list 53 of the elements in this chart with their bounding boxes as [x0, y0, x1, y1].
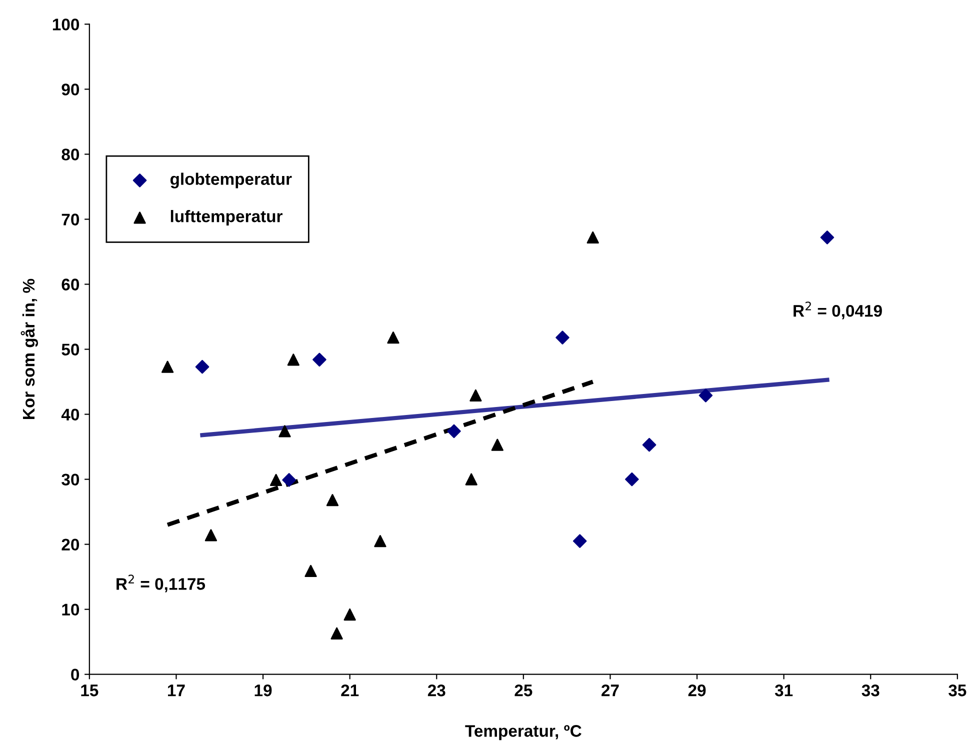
point	[282, 473, 296, 487]
x-tick-label: 29	[688, 684, 706, 696]
point	[204, 529, 218, 542]
point	[572, 534, 587, 548]
y-tick-label: 20	[62, 538, 80, 551]
x-tick-label: 25	[514, 684, 532, 696]
point	[465, 473, 478, 486]
y-tick-label: 10	[62, 604, 80, 616]
point	[447, 424, 461, 438]
x-tick-label: 33	[862, 684, 880, 696]
point	[326, 494, 339, 506]
x-tick-label: 27	[602, 684, 619, 696]
y-tick-label: 30	[62, 474, 80, 486]
y-tick-label: 40	[61, 408, 80, 420]
y-tick-label: 60	[62, 278, 80, 290]
point	[304, 564, 317, 578]
y-tick-label: 100	[52, 18, 80, 30]
point	[820, 230, 834, 244]
x-tick-label: 23	[428, 684, 446, 696]
point	[625, 472, 639, 486]
x-axis-title: Temperatur, ºC	[465, 725, 582, 740]
y-tick-label: 50	[62, 344, 80, 356]
annotation: R$^{2}$ = 0,0419	[794, 302, 882, 320]
point	[374, 534, 386, 548]
point	[195, 360, 210, 374]
legend-label: globtemperatur	[170, 172, 292, 188]
y-tick-label: 80	[62, 148, 80, 160]
point	[698, 388, 713, 402]
point	[470, 389, 482, 402]
x-tick-label: 35	[948, 684, 966, 696]
point	[387, 331, 400, 344]
point	[287, 354, 300, 366]
x-tick-label: 15	[81, 684, 98, 696]
point	[556, 330, 570, 344]
legend-label: lufttemperatur	[170, 210, 282, 226]
y-axis-title: Kor som går in, %	[20, 278, 38, 419]
point	[161, 360, 174, 373]
point	[312, 352, 326, 367]
x-tick-label: 21	[341, 684, 359, 696]
point	[330, 627, 343, 640]
x-tick-label: 19	[254, 684, 272, 696]
point	[270, 474, 282, 486]
point	[278, 425, 291, 438]
point	[344, 608, 356, 621]
x-tick-label: 31	[774, 684, 793, 696]
point	[586, 231, 599, 244]
point	[642, 438, 656, 452]
y-tick-label: 90	[62, 84, 80, 96]
x-tick-label: 17	[168, 684, 185, 696]
point	[491, 438, 504, 451]
y-tick-label: 0	[71, 668, 80, 681]
y-tick-label: 70	[62, 214, 80, 226]
annotation: R$^{2}$ = 0,1175	[116, 574, 206, 592]
